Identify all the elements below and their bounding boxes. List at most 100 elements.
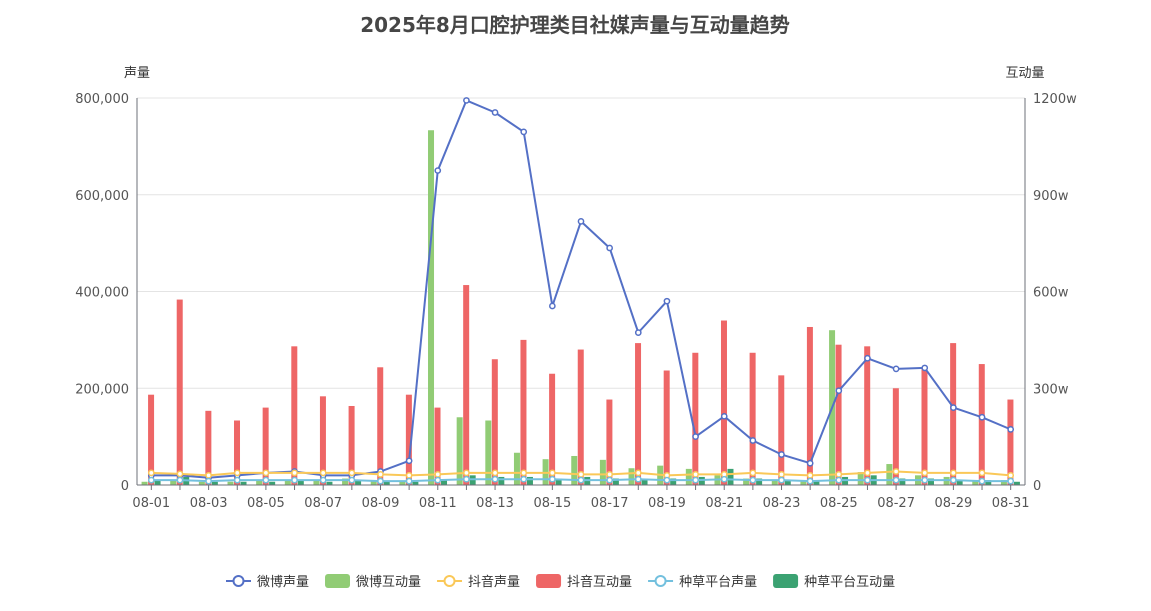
bar [154, 480, 161, 485]
bar [927, 478, 934, 485]
bar [985, 480, 992, 485]
point [778, 471, 785, 478]
point [463, 469, 470, 477]
bar [313, 480, 320, 485]
point [634, 469, 642, 477]
point [692, 476, 699, 484]
legend-label: 微博声量 [257, 575, 309, 590]
point [549, 469, 556, 477]
point [864, 469, 871, 477]
x-tick-label: 08-01 [132, 496, 170, 511]
bar [1007, 399, 1014, 485]
bar [513, 452, 520, 485]
left-axis-ticks: 0 200,000 400,000 600,000 800,000 [75, 92, 129, 494]
point [749, 476, 757, 484]
bar [326, 481, 333, 485]
x-tick-label: 08-29 [934, 496, 972, 511]
point [778, 476, 785, 484]
bar [886, 464, 893, 485]
point [147, 469, 155, 477]
bar [692, 352, 699, 485]
bar [749, 352, 756, 485]
bar [319, 396, 326, 485]
bar [463, 285, 470, 485]
x-tick-label: 08-03 [190, 496, 228, 511]
bar [1000, 480, 1007, 485]
chart-title: 2025年8月口腔护理类目社媒声量与互动量趋势 [360, 13, 790, 37]
legend-item[interactable]: 微博声量 [226, 575, 309, 590]
point [778, 451, 785, 458]
point [319, 476, 327, 484]
x-tick-label: 08-09 [362, 496, 400, 511]
point [405, 471, 413, 479]
bar [405, 394, 412, 485]
left-axis-name: 声量 [124, 66, 150, 81]
point [692, 433, 699, 440]
bar [771, 480, 778, 485]
legend-item[interactable]: 抖音互动量 [536, 574, 632, 590]
point [176, 470, 184, 478]
point [864, 476, 871, 484]
bar [256, 480, 263, 485]
point [291, 469, 298, 477]
point [663, 297, 671, 305]
point [291, 476, 298, 484]
bar [599, 459, 606, 485]
bar [663, 370, 670, 485]
point [577, 218, 585, 225]
x-tick-label: 08-23 [763, 496, 801, 511]
bar [456, 417, 463, 485]
x-tick-label: 08-31 [992, 496, 1030, 511]
x-tick-label: 08-21 [705, 496, 743, 511]
point [377, 477, 384, 485]
point [348, 469, 356, 477]
bar [297, 480, 304, 485]
chart-legend[interactable]: 微博声量 微博互动量 抖音声量 抖音互动量 种草平台声量 种草平台互动量 [226, 574, 895, 590]
bar [778, 375, 785, 485]
bar [485, 420, 492, 485]
point [434, 471, 442, 478]
bar [399, 481, 406, 485]
bar [234, 420, 241, 485]
bar [806, 326, 813, 485]
legend-label: 抖音互动量 [567, 574, 632, 590]
point [978, 469, 986, 477]
point [147, 476, 155, 484]
bar [211, 481, 218, 485]
point [835, 471, 843, 478]
legend-item[interactable]: 微博互动量 [325, 574, 421, 590]
x-tick-label: 08-25 [820, 496, 858, 511]
point [577, 476, 585, 484]
legend-item[interactable]: 抖音声量 [437, 574, 520, 590]
legend-item[interactable]: 种草平台声量 [648, 575, 757, 590]
point [720, 475, 728, 483]
point [491, 469, 499, 477]
bar [641, 478, 648, 485]
legend-item[interactable]: 种草平台互动量 [773, 574, 895, 590]
point [978, 477, 986, 485]
bar [291, 346, 298, 485]
point [549, 475, 556, 483]
bar [555, 478, 562, 485]
point [491, 109, 499, 116]
point [1007, 426, 1015, 433]
bar [520, 339, 527, 486]
point [806, 477, 814, 485]
point [864, 354, 871, 362]
point [921, 476, 929, 484]
right-tick-label: 600w [1033, 286, 1069, 301]
point [749, 469, 757, 477]
legend-label: 抖音声量 [468, 574, 520, 590]
x-tick-label: 08-05 [247, 496, 285, 511]
point [978, 413, 986, 421]
legend-label: 种草平台互动量 [804, 575, 895, 590]
point [634, 329, 642, 336]
left-tick-label: 0 [121, 479, 129, 494]
point [520, 128, 528, 136]
point [577, 471, 585, 478]
point [176, 476, 184, 484]
bar [835, 344, 842, 485]
point [806, 459, 814, 467]
point [921, 364, 929, 372]
